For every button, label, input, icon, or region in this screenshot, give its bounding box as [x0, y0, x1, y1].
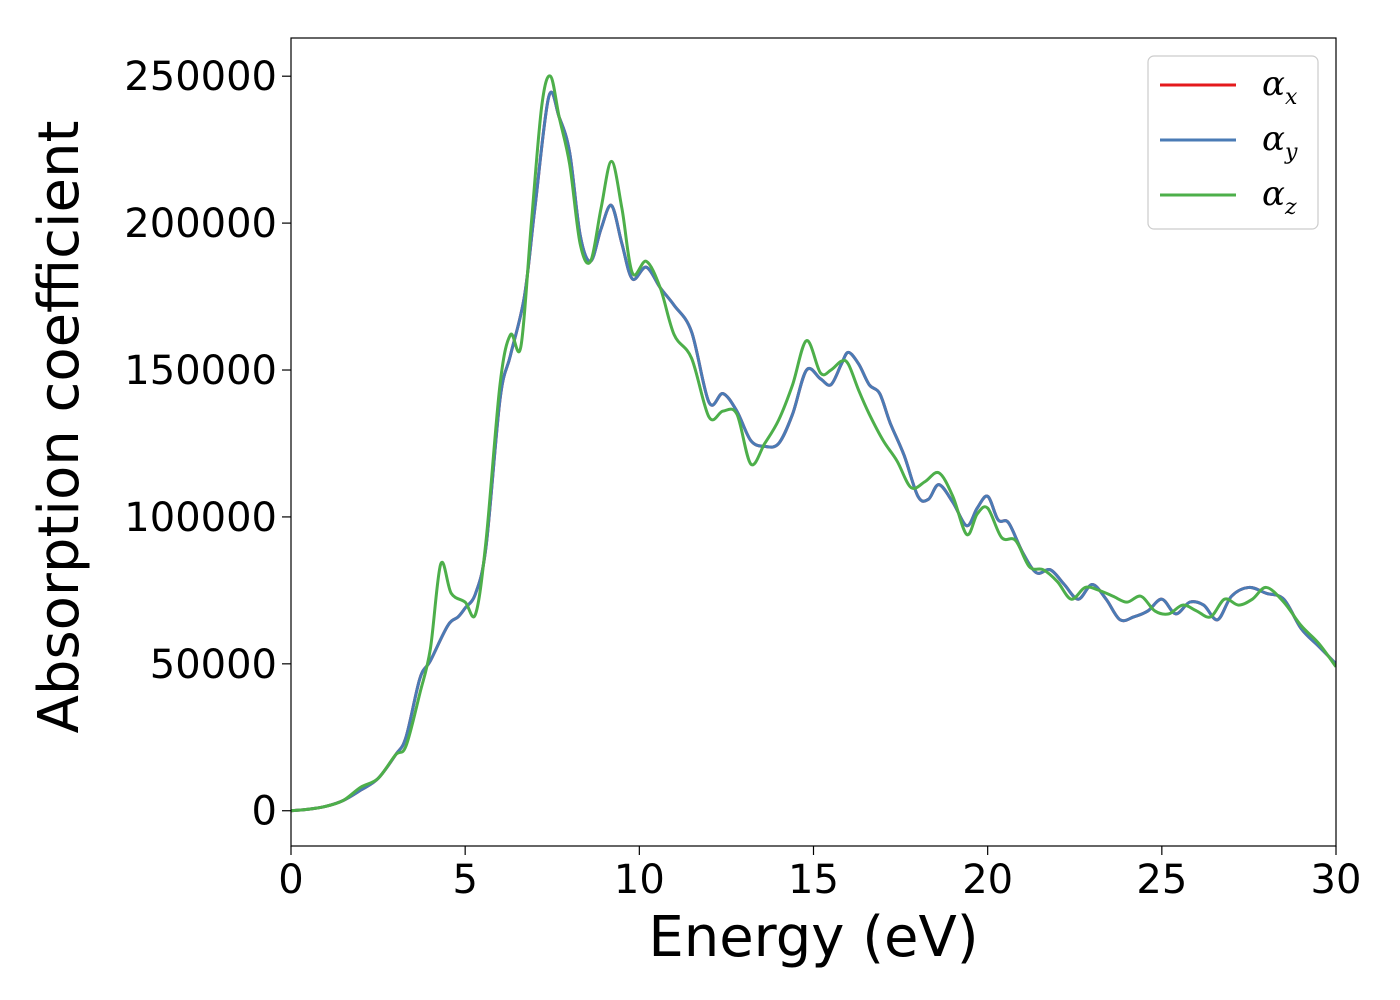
- legend-item-x: αx: [1160, 64, 1298, 110]
- y-tick-label: 250000: [124, 54, 277, 100]
- y-tick-label: 0: [252, 789, 277, 835]
- x-axis: 0 5 10 15 20 25 30: [278, 846, 1361, 903]
- y-tick-label: 150000: [124, 348, 277, 394]
- y-axis: 0 50000 100000 150000 200000 250000: [124, 54, 291, 835]
- legend-label: αy: [1262, 119, 1298, 165]
- y-tick-label: 50000: [150, 642, 277, 688]
- legend-label: αx: [1262, 64, 1298, 110]
- x-tick-label: 30: [1311, 857, 1362, 903]
- x-tick-label: 5: [452, 857, 477, 903]
- x-tick-label: 20: [962, 857, 1013, 903]
- series-line-z: [291, 74, 1336, 813]
- series-layer: [291, 74, 1336, 813]
- y-tick-label: 200000: [124, 201, 277, 247]
- legend-item-y: αy: [1160, 119, 1298, 165]
- legend: αx αy αz: [1147, 55, 1319, 230]
- x-tick-label: 0: [278, 857, 303, 903]
- y-axis-title: Absorption coefficient: [27, 121, 92, 734]
- y-tick-label: 100000: [124, 495, 277, 541]
- x-tick-label: 15: [788, 857, 839, 903]
- legend-item-z: αz: [1160, 174, 1297, 220]
- legend-label: αz: [1262, 174, 1297, 220]
- legend-box: [1147, 55, 1319, 230]
- x-tick-label: 25: [1136, 857, 1187, 903]
- x-axis-title: Energy (eV): [648, 905, 978, 970]
- x-tick-label: 10: [614, 857, 665, 903]
- series-line-y: [291, 90, 1336, 813]
